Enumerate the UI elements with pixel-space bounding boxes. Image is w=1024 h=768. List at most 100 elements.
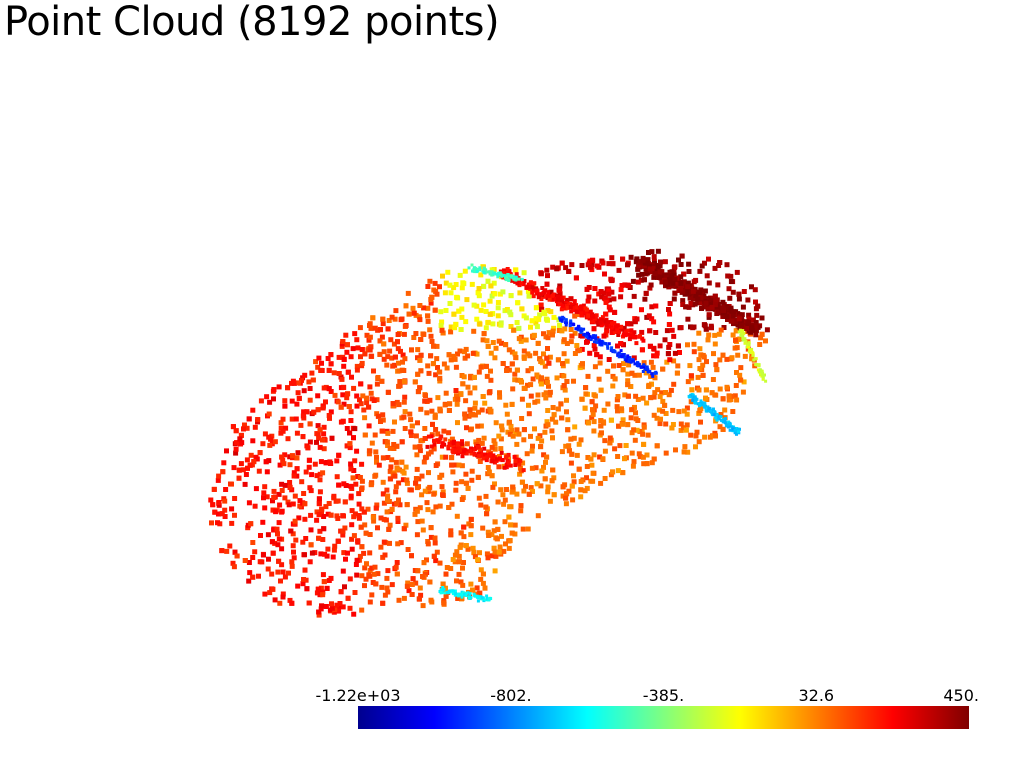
point <box>651 412 657 418</box>
point <box>256 468 262 474</box>
point <box>408 429 414 435</box>
point <box>487 311 493 317</box>
point <box>712 341 718 347</box>
point <box>428 333 434 339</box>
point <box>271 495 277 500</box>
point <box>314 509 320 515</box>
point <box>447 442 452 446</box>
point <box>429 444 434 449</box>
point <box>480 452 485 457</box>
point <box>375 571 381 577</box>
point <box>627 360 631 364</box>
point <box>695 300 701 306</box>
point <box>640 431 646 437</box>
point <box>517 290 523 296</box>
point <box>385 430 391 436</box>
point <box>441 361 447 367</box>
point <box>485 555 491 561</box>
point <box>340 513 346 519</box>
point <box>471 302 477 308</box>
point <box>439 454 445 460</box>
point <box>318 585 324 591</box>
point <box>451 589 455 593</box>
point <box>385 568 391 574</box>
point <box>667 301 673 306</box>
point <box>532 426 537 432</box>
point <box>522 279 527 283</box>
point <box>443 454 449 460</box>
point <box>373 449 379 455</box>
point <box>315 423 321 429</box>
point <box>727 295 733 301</box>
point <box>690 288 696 294</box>
point <box>356 501 362 507</box>
point <box>384 362 390 368</box>
point <box>689 387 695 393</box>
point <box>504 368 510 373</box>
point <box>633 416 639 422</box>
point <box>626 328 631 333</box>
point <box>591 419 597 425</box>
point <box>523 483 528 489</box>
point <box>541 452 547 458</box>
point <box>398 348 403 354</box>
point <box>222 514 228 519</box>
point <box>678 427 684 433</box>
point <box>460 565 465 571</box>
point <box>336 452 342 458</box>
point <box>528 280 533 285</box>
point <box>340 418 346 424</box>
point <box>497 394 503 400</box>
point <box>533 305 539 311</box>
point <box>516 336 522 342</box>
point <box>461 374 467 380</box>
point <box>637 259 643 265</box>
point <box>455 595 461 601</box>
point <box>481 283 487 289</box>
point <box>459 285 465 291</box>
point <box>502 268 506 273</box>
point <box>366 404 372 410</box>
point <box>461 524 467 530</box>
point <box>208 497 214 503</box>
point <box>521 354 527 360</box>
point <box>236 475 242 481</box>
point <box>643 367 647 371</box>
point <box>691 324 697 330</box>
point <box>618 341 624 347</box>
point <box>223 487 229 492</box>
point <box>307 397 313 403</box>
point <box>417 585 423 591</box>
point <box>303 577 309 583</box>
point <box>549 416 555 422</box>
point <box>385 443 391 448</box>
point <box>463 398 469 404</box>
point <box>621 354 625 358</box>
point <box>422 571 428 577</box>
point <box>684 422 690 428</box>
point <box>517 465 523 471</box>
point <box>598 339 602 343</box>
point <box>380 412 386 418</box>
point <box>244 457 250 463</box>
point <box>512 351 518 357</box>
point <box>703 326 709 332</box>
point <box>549 478 555 484</box>
point <box>500 274 504 278</box>
point <box>702 401 706 405</box>
point <box>734 370 739 375</box>
point <box>354 572 360 578</box>
point <box>568 296 574 302</box>
point <box>520 526 526 532</box>
point <box>735 427 739 430</box>
point <box>402 356 408 362</box>
point <box>427 397 433 403</box>
colorbar-gradient <box>358 706 969 729</box>
point <box>282 398 288 404</box>
point <box>328 512 334 518</box>
point <box>632 330 637 335</box>
point <box>453 589 457 593</box>
point <box>389 582 395 588</box>
point <box>514 278 518 282</box>
point <box>262 591 268 597</box>
